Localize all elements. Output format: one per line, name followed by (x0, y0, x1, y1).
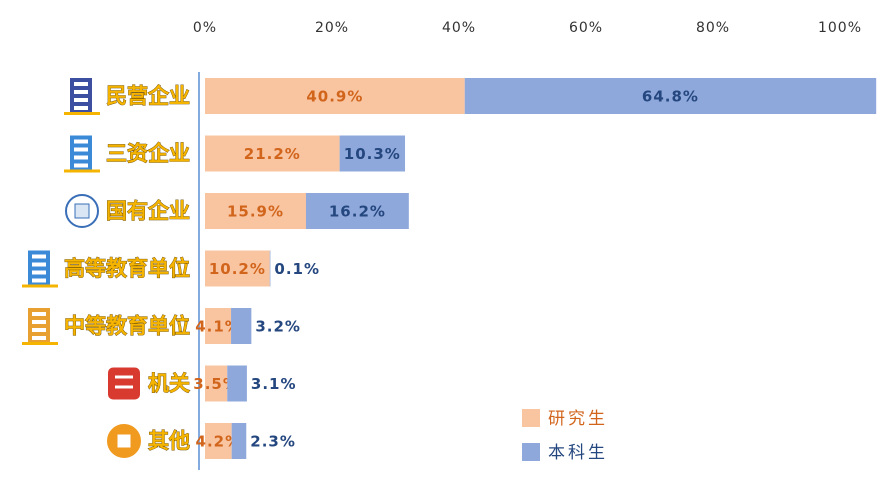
x-tick-label: 80% (696, 20, 730, 36)
icon-detail (32, 270, 46, 275)
value-label: 2.3% (250, 433, 296, 451)
value-label: 10.2% (209, 260, 266, 278)
x-tick-label: 100% (818, 20, 862, 36)
legend-swatch (522, 443, 540, 461)
x-tick-label: 60% (569, 20, 603, 36)
value-label: 0.1% (274, 260, 320, 278)
icon-detail (32, 328, 46, 332)
icon-shape (70, 78, 92, 114)
icon-base (64, 169, 100, 173)
icon-detail (115, 375, 133, 379)
bar-segment (205, 308, 232, 344)
x-tick-label: 0% (193, 20, 217, 36)
category-icon (64, 78, 100, 115)
category-icon (65, 194, 99, 228)
icon-detail (32, 320, 46, 324)
category-icon (22, 250, 58, 288)
icon-detail (74, 163, 88, 168)
x-tick-label: 20% (315, 20, 349, 36)
category-icon (64, 135, 100, 173)
icon-detail (32, 312, 46, 316)
value-label: 16.2% (329, 203, 386, 221)
bar-segment (205, 193, 306, 229)
icon-shape (28, 250, 50, 287)
category-label: 高等教育单位 (64, 257, 190, 281)
icon-detail (32, 278, 46, 283)
category-label: 中等教育单位 (64, 314, 190, 338)
category-label: 民营企业 (106, 84, 190, 108)
bar-segment (231, 423, 247, 459)
category-icon (108, 367, 140, 400)
value-label: 3.1% (251, 375, 297, 393)
legend-label: 研究生 (548, 409, 608, 429)
icon-detail (74, 90, 88, 94)
bar-segment (205, 78, 465, 114)
category-label: 机关 (148, 372, 190, 396)
icon-base (64, 112, 100, 115)
icon-shape (28, 308, 50, 344)
value-label: 40.9% (306, 88, 363, 106)
value-label: 4.2% (196, 433, 242, 451)
x-tick-label: 40% (442, 20, 476, 36)
icon-detail (32, 336, 46, 340)
value-label: 15.9% (227, 203, 284, 221)
value-label: 10.3% (344, 145, 401, 163)
icon-shape (70, 135, 92, 172)
bar-segment (269, 250, 271, 287)
icon-base (22, 342, 58, 345)
legend-label: 本科生 (548, 443, 608, 463)
icon-shape (108, 367, 140, 400)
value-label: 21.2% (244, 145, 301, 163)
bar-segment (464, 78, 877, 114)
category-icon (107, 424, 141, 458)
bar-segment (305, 193, 409, 229)
icon-detail (74, 82, 88, 86)
bar-segment (205, 423, 232, 459)
category-label: 三资企业 (106, 142, 190, 166)
value-label: 4.1% (195, 318, 241, 336)
value-label: 3.2% (255, 318, 301, 336)
bar-segment (205, 365, 228, 402)
value-label: 64.8% (642, 88, 699, 106)
bar-segment (227, 365, 247, 402)
icon-detail (32, 254, 46, 259)
category-label: 国有企业 (106, 199, 190, 223)
bar-segment (205, 250, 270, 287)
icon-detail (74, 203, 90, 219)
category-label: 其他 (148, 429, 190, 453)
icon-detail (115, 385, 133, 389)
icon-detail (74, 155, 88, 160)
icon-detail (116, 433, 132, 449)
icon-detail (74, 98, 88, 102)
bar-segment (231, 308, 252, 344)
bar-segment (339, 135, 406, 172)
icon-detail (32, 262, 46, 267)
icon-base (22, 284, 58, 288)
category-icon (22, 308, 58, 345)
legend-swatch (522, 409, 540, 427)
icon-detail (74, 139, 88, 144)
bar-segment (205, 135, 340, 172)
icon-detail (74, 147, 88, 152)
icon-detail (74, 106, 88, 110)
value-label: 3.5% (193, 375, 239, 393)
